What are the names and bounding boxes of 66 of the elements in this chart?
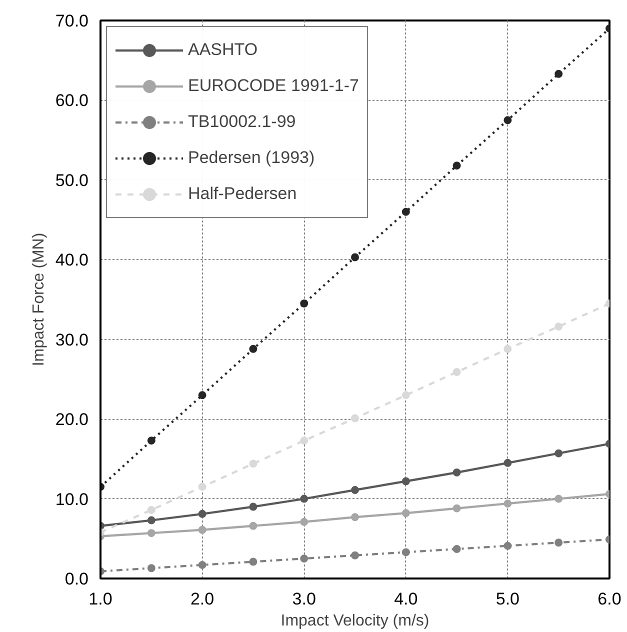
x-axis-title: Impact Velocity (m/s) — [280, 612, 430, 630]
point — [198, 510, 206, 518]
x-tick-label: 4.0 — [394, 590, 418, 608]
point — [504, 116, 512, 124]
point — [147, 564, 156, 572]
legend-label: Pedersen (1993) — [188, 147, 315, 169]
point — [554, 449, 563, 458]
point — [147, 436, 156, 445]
point — [504, 542, 512, 550]
point — [452, 368, 461, 376]
point — [402, 477, 410, 486]
point — [402, 391, 410, 400]
point — [198, 526, 206, 534]
point — [249, 460, 258, 468]
point — [300, 494, 308, 503]
point — [351, 551, 359, 560]
point — [351, 253, 359, 262]
point — [300, 436, 308, 445]
x-tick-label: 3.0 — [292, 590, 316, 608]
point — [147, 506, 156, 514]
point — [452, 545, 461, 553]
point — [554, 538, 563, 547]
point — [300, 518, 308, 526]
point — [300, 554, 308, 563]
point — [147, 529, 156, 538]
point — [504, 500, 512, 508]
x-tick-label: 6.0 — [598, 590, 622, 608]
y-tick-label: 70.0 — [55, 12, 89, 30]
x-tick-label: 2.0 — [190, 590, 214, 608]
point — [554, 70, 563, 78]
point — [249, 522, 258, 530]
point — [249, 502, 258, 511]
point — [300, 299, 308, 308]
point — [554, 494, 563, 503]
point — [452, 162, 461, 170]
point — [147, 516, 156, 524]
point — [249, 344, 258, 353]
legend-label: AASHTO — [188, 39, 258, 61]
point — [198, 482, 206, 491]
legend-label: EUROCODE 1991-1-7 — [188, 75, 360, 97]
point — [402, 548, 410, 556]
y-tick-label: 0.0 — [64, 570, 89, 588]
x-tick-label: 1.0 — [88, 590, 112, 608]
point — [402, 509, 410, 518]
point — [554, 322, 563, 331]
point — [351, 513, 359, 522]
y-tick-label: 10.0 — [55, 490, 89, 509]
legend-label: Half-Pedersen — [188, 183, 297, 205]
y-tick-label: 20.0 — [55, 410, 89, 430]
y-tick-label: 60.0 — [55, 91, 89, 110]
point — [504, 344, 512, 353]
y-axis-title: Impact Force (MN) — [30, 232, 48, 366]
y-tick-label: 30.0 — [55, 330, 89, 350]
point — [351, 414, 359, 422]
legend-label: TB10002.1-99 — [188, 111, 296, 133]
point — [198, 560, 206, 569]
point — [198, 391, 206, 400]
point — [452, 504, 461, 512]
point — [249, 558, 258, 566]
point — [351, 486, 359, 494]
point — [504, 458, 512, 467]
point — [452, 468, 461, 476]
y-tick-label: 50.0 — [55, 170, 89, 190]
y-tick-label: 40.0 — [55, 250, 89, 270]
point — [402, 208, 410, 216]
x-tick-label: 5.0 — [496, 590, 520, 608]
